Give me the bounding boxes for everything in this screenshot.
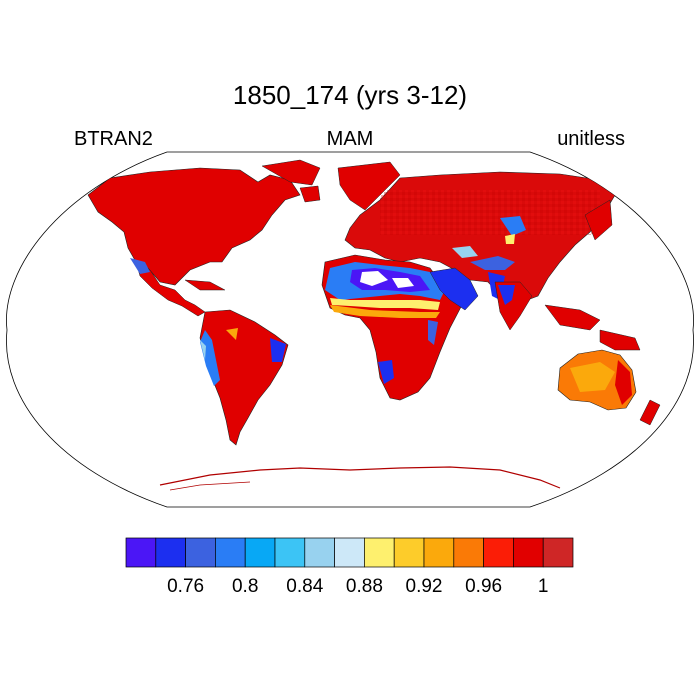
season-label: MAM	[326, 128, 374, 150]
greenland-region	[337, 161, 401, 211]
map-title: 1850_174 (yrs 3-12)	[232, 80, 468, 110]
units-label: unitless	[557, 128, 625, 150]
variable-label: BTRAN2	[74, 128, 153, 150]
antarctica-region	[159, 466, 561, 489]
land-layer	[87, 159, 661, 491]
arabia-region	[429, 267, 479, 311]
north-america-region	[87, 167, 301, 286]
